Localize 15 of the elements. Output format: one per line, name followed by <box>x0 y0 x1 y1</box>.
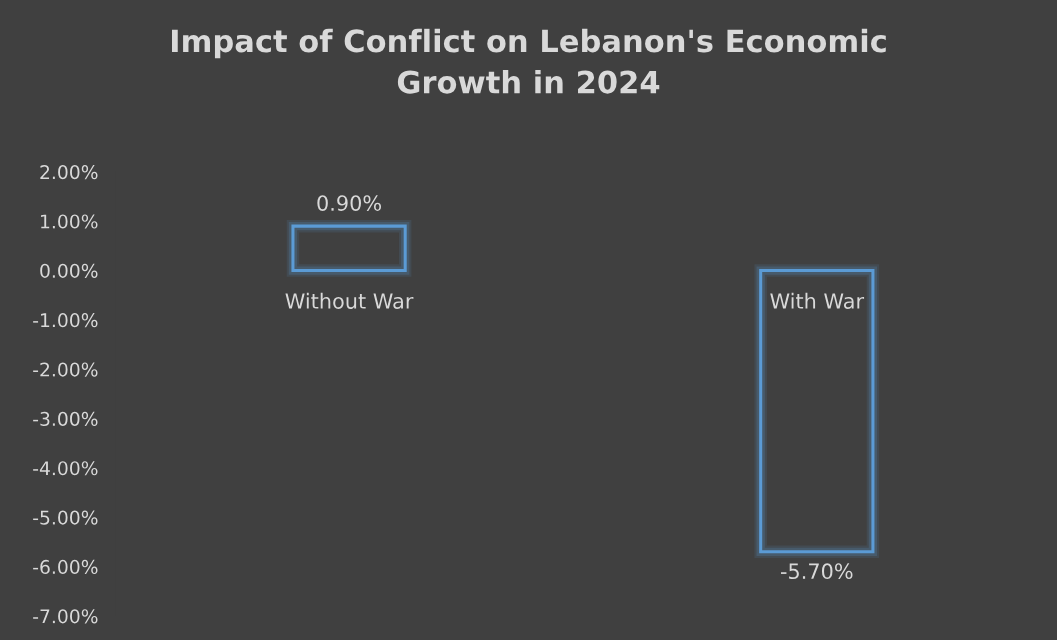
y-tick-label: -7.00% <box>33 609 98 624</box>
y-tick-label: -1.00% <box>33 313 98 328</box>
chart-title: Impact of Conflict on Lebanon's Economic Growth in 2024 <box>171 28 886 94</box>
y-tick-label: -6.00% <box>33 559 98 575</box>
data-label: -5.70% <box>780 563 853 580</box>
y-tick-label: -4.00% <box>33 461 98 476</box>
data-label: 0.90% <box>317 195 382 211</box>
y-tick-label: 0.00% <box>40 263 98 278</box>
x-tick-label: With War <box>770 292 865 309</box>
x-tick-label: Without War <box>285 292 414 309</box>
y-tick-label: 1.00% <box>41 214 98 229</box>
y-tick-label: -3.00% <box>33 411 98 426</box>
y-tick-label: -2.00% <box>33 362 98 377</box>
y-tick-label: 2.00% <box>40 165 98 180</box>
y-tick-label: -5.00% <box>33 510 98 525</box>
